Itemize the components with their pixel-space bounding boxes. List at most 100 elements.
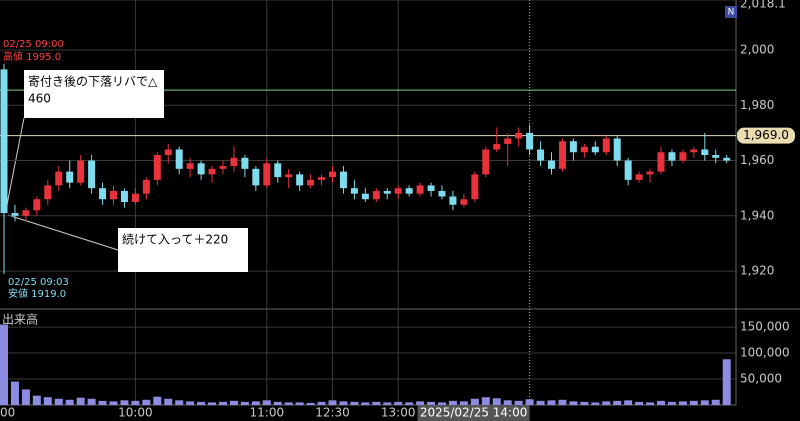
price-label-box (737, 127, 795, 144)
volume-bar (21, 389, 30, 405)
candle-body (515, 132, 523, 139)
volume-bar (613, 400, 622, 405)
candle-body (679, 152, 687, 161)
candle-body (668, 152, 676, 161)
note-text: 460 (28, 92, 51, 106)
volume-bar (700, 400, 709, 405)
candle-body (690, 149, 698, 153)
candle-body (372, 190, 380, 200)
volume-bar (284, 402, 293, 405)
crosshair-label-box (417, 405, 530, 421)
candle-body (0, 69, 8, 214)
candle-body (55, 171, 63, 186)
volume-bar (273, 401, 282, 405)
candle-body (164, 149, 172, 156)
volume-bar (405, 402, 414, 405)
volume-bar (109, 401, 118, 405)
candle-body (548, 160, 555, 169)
candle-body (175, 149, 183, 169)
candle-body (197, 163, 205, 175)
volume-bar (87, 398, 96, 405)
candle-body (580, 146, 588, 153)
volume-title: 出来高 (2, 312, 38, 327)
candle-body (208, 168, 216, 175)
note-box (24, 70, 164, 118)
volume-bar (175, 400, 184, 405)
candle-body (274, 163, 282, 178)
candle-body (383, 190, 391, 194)
candle-body (230, 157, 238, 167)
volume-bar (438, 402, 446, 405)
volume-bar (186, 401, 195, 405)
candle-body (416, 185, 424, 194)
y-tick-label: 100,000 (740, 346, 790, 360)
y-tick-label: 2,000 (740, 43, 774, 57)
volume-bar (153, 396, 162, 405)
volume-bar (569, 401, 578, 405)
volume-bar (514, 400, 523, 405)
volume-bar (657, 400, 665, 405)
volume-bar (448, 400, 457, 405)
candle-body (613, 138, 621, 161)
volume-bar (722, 359, 731, 405)
candle-body (241, 157, 249, 169)
volume-bar (394, 401, 403, 405)
volume-bar (591, 402, 600, 405)
volume-bar (251, 401, 260, 405)
volume-bar (350, 401, 359, 405)
volume-bar (536, 400, 545, 405)
y-tick-label: 1,980 (740, 98, 774, 112)
y-tick-label: 150,000 (740, 320, 790, 334)
volume-bar (711, 399, 720, 405)
high-note-time: 02/25 09:00 (3, 39, 64, 50)
volume-bar (339, 401, 348, 405)
volume-bar (635, 401, 644, 405)
low-note-time: 02/25 09:03 (8, 277, 69, 288)
candle-body (405, 188, 413, 194)
x-tick-label: 00 (0, 406, 15, 420)
volume-bar (0, 324, 8, 405)
candle-body (438, 190, 446, 197)
y-tick-label: 1,960 (740, 153, 774, 167)
candle-body (657, 152, 665, 172)
candle-body (318, 177, 326, 180)
candle-body (635, 174, 643, 180)
volume-bar (219, 401, 227, 405)
x-tick-label: 11:00 (250, 406, 285, 420)
candle-body (307, 179, 315, 186)
candle-body (471, 174, 479, 200)
volume-bar (131, 400, 140, 405)
candle-body (219, 166, 227, 169)
candle-body (186, 163, 194, 169)
volume-bar (98, 400, 107, 405)
volume-bar (492, 398, 501, 405)
candle-body (493, 143, 501, 150)
volume-bar (383, 402, 392, 405)
y-tick-label: 1,920 (740, 264, 774, 278)
volume-bar (229, 400, 238, 405)
volume-bar (558, 399, 567, 405)
x-tick-label: 13:00 (381, 406, 416, 420)
candle-body (591, 146, 599, 153)
candle-body (329, 171, 336, 178)
note-box (118, 228, 248, 272)
candle-body (22, 210, 30, 216)
candle-body (449, 196, 457, 205)
candle-body (569, 141, 577, 153)
candle-body (537, 149, 545, 161)
callout-line (5, 117, 25, 211)
volume-bar (197, 401, 206, 405)
volume-bar (142, 399, 151, 405)
candle-body (394, 188, 402, 194)
candle-body (66, 171, 74, 183)
candle-body (33, 199, 41, 211)
high-note-label: 高値 1995.0 (3, 50, 61, 63)
candle-body (361, 193, 369, 200)
volume-bar (503, 400, 512, 405)
volume-bar (602, 401, 611, 405)
candle-body (558, 141, 566, 169)
candle-body (99, 188, 107, 200)
candle-body (646, 171, 654, 175)
y-tick-label: 50,000 (740, 372, 782, 386)
